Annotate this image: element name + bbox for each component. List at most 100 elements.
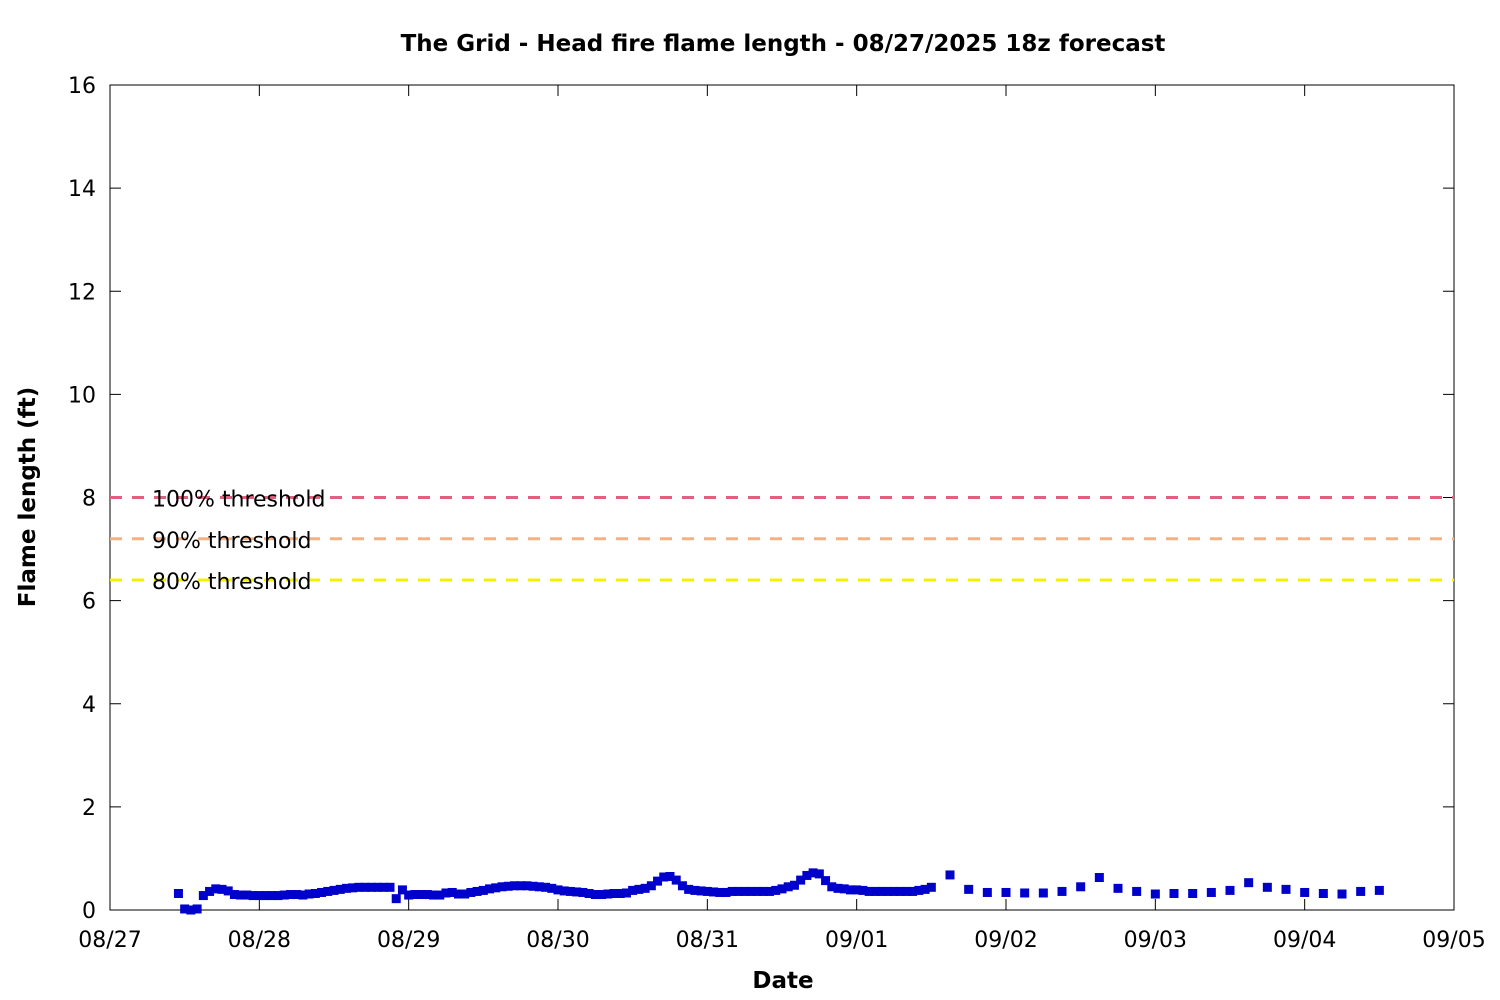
data-point [422, 890, 432, 900]
data-point [1206, 887, 1216, 897]
x-tick-label: 09/05 [1422, 928, 1485, 953]
data-point [416, 890, 426, 900]
data-point [248, 891, 258, 901]
threshold-label: 90% threshold [152, 529, 312, 554]
y-tick-label: 10 [68, 383, 96, 408]
data-point [590, 890, 600, 900]
data-point [584, 889, 594, 898]
data-point [317, 887, 327, 897]
data-point [261, 891, 271, 901]
data-point [777, 884, 787, 894]
data-point [796, 875, 806, 885]
data-point [746, 886, 756, 896]
data-point [964, 884, 974, 894]
data-point [217, 884, 227, 894]
data-point [329, 885, 339, 895]
y-tick-label: 6 [82, 590, 96, 615]
data-point [553, 885, 563, 895]
data-point [646, 881, 656, 891]
data-point [908, 886, 918, 896]
data-point [603, 889, 613, 899]
data-point [901, 886, 911, 896]
data-point [920, 884, 930, 894]
data-point [509, 881, 519, 891]
x-tick-label: 09/01 [825, 928, 888, 953]
data-point [534, 882, 544, 892]
data-point [677, 881, 687, 891]
data-point [453, 889, 463, 899]
data-point [845, 885, 855, 895]
data-point [279, 890, 289, 900]
data-point [447, 887, 457, 897]
data-point [292, 890, 302, 900]
data-point [460, 889, 470, 899]
data-point [721, 887, 731, 897]
data-point [615, 889, 625, 898]
data-point [186, 905, 196, 915]
data-point [1188, 889, 1198, 898]
data-point [727, 886, 737, 896]
data-point [354, 882, 364, 892]
y-tick-label: 12 [68, 280, 96, 305]
x-tick-label: 08/29 [377, 928, 440, 953]
data-point [827, 882, 837, 892]
data-point [752, 886, 762, 896]
data-point [572, 887, 582, 897]
data-point [839, 884, 849, 894]
data-point [684, 884, 694, 894]
data-point [1057, 886, 1067, 896]
data-point [758, 886, 768, 896]
data-point [385, 882, 395, 892]
data-point [621, 888, 631, 898]
data-point [578, 887, 588, 897]
data-point [391, 894, 401, 904]
data-point [982, 887, 992, 897]
data-point [366, 882, 376, 892]
y-tick-label: 8 [82, 487, 96, 512]
data-point [877, 886, 887, 896]
data-point [341, 883, 351, 893]
data-point [802, 870, 812, 880]
data-point [429, 890, 439, 900]
data-point [285, 890, 295, 900]
data-point [404, 890, 414, 900]
data-point [733, 886, 743, 896]
data-point [771, 885, 781, 895]
data-point [173, 889, 183, 898]
y-axis-label: Flame length (ft) [15, 387, 41, 607]
data-point [497, 882, 507, 892]
x-tick-label: 08/28 [228, 928, 291, 953]
y-tick-label: 0 [82, 899, 96, 924]
data-point [211, 884, 221, 894]
x-tick-label: 08/31 [676, 928, 739, 953]
data-point [665, 871, 675, 881]
data-point [702, 886, 712, 896]
data-point [528, 881, 538, 891]
data-point [895, 886, 905, 896]
data-point [597, 890, 607, 900]
data-point [926, 882, 936, 892]
data-point [808, 868, 818, 878]
data-point [298, 890, 308, 900]
data-point [267, 891, 277, 901]
data-point [559, 886, 569, 896]
data-point [1337, 889, 1347, 899]
data-point [789, 880, 799, 890]
data-point [485, 884, 495, 894]
data-point [659, 872, 669, 882]
data-point [254, 891, 264, 901]
data-point [1094, 873, 1104, 883]
data-point [180, 904, 190, 914]
data-point [914, 885, 924, 895]
data-point [304, 889, 314, 899]
data-point [335, 884, 345, 894]
data-point [653, 876, 663, 886]
data-point [348, 883, 358, 893]
data-point [852, 885, 862, 895]
x-tick-label: 09/03 [1124, 928, 1187, 953]
x-tick-label: 08/27 [78, 928, 141, 953]
data-point [242, 890, 252, 900]
y-tick-label: 14 [68, 177, 96, 202]
data-point [690, 885, 700, 895]
